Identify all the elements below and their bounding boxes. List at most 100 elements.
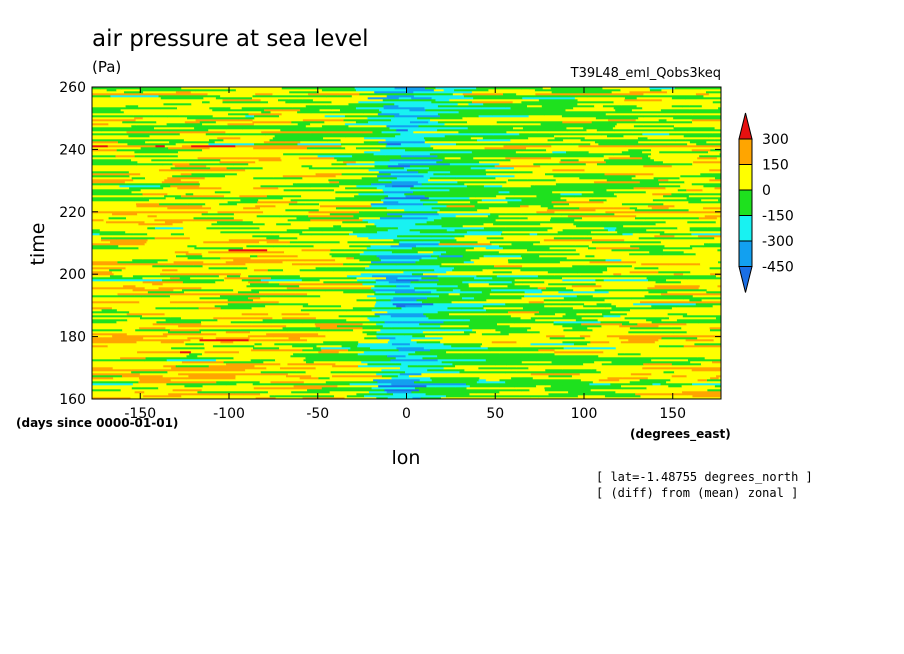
heatmap-cell xyxy=(599,337,620,340)
heatmap-cell xyxy=(250,171,290,174)
heatmap-cell xyxy=(580,273,614,276)
heatmap-cell xyxy=(461,307,484,310)
heatmap-cell xyxy=(369,319,403,322)
heatmap-cell xyxy=(201,213,235,216)
heatmap-cell xyxy=(606,141,639,144)
heatmap-cell xyxy=(437,211,480,214)
heatmap-cell xyxy=(92,297,139,300)
heatmap-cell xyxy=(391,383,408,386)
y-tick-label: 180 xyxy=(59,330,86,346)
heatmap-cell xyxy=(308,93,327,96)
heatmap-cell xyxy=(181,215,192,218)
heatmap-cell xyxy=(396,347,425,350)
heatmap-cell xyxy=(658,183,693,186)
heatmap-cell xyxy=(603,155,631,158)
heatmap-cell xyxy=(652,193,672,196)
heatmap-cell xyxy=(714,281,722,284)
heatmap-cell xyxy=(618,349,661,352)
heatmap-cell xyxy=(697,381,717,384)
heatmap-cell xyxy=(169,301,211,304)
heatmap-cell xyxy=(183,139,210,142)
heatmap-cell xyxy=(164,381,217,384)
heatmap-cell xyxy=(654,167,683,170)
heatmap-cell xyxy=(92,393,128,396)
heatmap-cell xyxy=(627,281,656,284)
heatmap-cell xyxy=(286,325,317,328)
heatmap-cell xyxy=(629,271,659,274)
heatmap-cell xyxy=(363,351,416,354)
heatmap-cell xyxy=(687,313,722,316)
heatmap-cell xyxy=(522,339,562,342)
heatmap-cell xyxy=(390,359,439,362)
heatmap-cell xyxy=(478,367,512,370)
heatmap-cell xyxy=(655,307,673,310)
heatmap-cell xyxy=(588,151,623,154)
heatmap-cell xyxy=(411,253,442,256)
heatmap-cell xyxy=(554,211,606,214)
heatmap-cell xyxy=(251,323,268,326)
heatmap-cell xyxy=(335,197,385,200)
heatmap-cell xyxy=(427,369,465,372)
heatmap-cell xyxy=(654,341,695,344)
heatmap-cell xyxy=(424,141,477,144)
heatmap-cell xyxy=(160,107,178,110)
heatmap-cell xyxy=(423,347,435,350)
heatmap-cell xyxy=(103,265,153,268)
heatmap-cell xyxy=(599,205,614,208)
heatmap-cell xyxy=(596,129,615,132)
heatmap-cell xyxy=(543,239,577,242)
heatmap-cell xyxy=(105,139,126,142)
heatmap-cell xyxy=(566,127,584,130)
heatmap-cell xyxy=(428,179,450,182)
heatmap-cell xyxy=(520,155,552,158)
heatmap-cell xyxy=(448,259,472,262)
heatmap-cell xyxy=(614,213,653,216)
heatmap-cell xyxy=(683,135,709,138)
heatmap-cell xyxy=(261,131,311,134)
heatmap-cell xyxy=(168,231,221,234)
heatmap-cell xyxy=(390,299,417,302)
heatmap-cell xyxy=(362,331,377,334)
heatmap-cell xyxy=(665,187,715,190)
heatmap-cell xyxy=(264,385,295,388)
heatmap-cell xyxy=(578,145,633,148)
heatmap-cell xyxy=(581,193,615,196)
heatmap-cell xyxy=(684,255,702,258)
heatmap-cell xyxy=(608,203,623,206)
heatmap-cell xyxy=(637,277,648,280)
heatmap-cell xyxy=(409,165,424,168)
heatmap-cell xyxy=(478,397,500,400)
heatmap-cell xyxy=(571,285,602,288)
heatmap-cell xyxy=(651,321,699,324)
heatmap-cell xyxy=(683,297,695,300)
heatmap-cell xyxy=(548,393,590,396)
heatmap-cell xyxy=(616,221,648,224)
heatmap-cell xyxy=(718,377,722,380)
heatmap-cell xyxy=(609,371,630,374)
heatmap-cell xyxy=(654,235,675,238)
heatmap-cell xyxy=(583,305,606,308)
heatmap-cell xyxy=(621,357,640,360)
heatmap-cell xyxy=(519,203,550,206)
heatmap-cell xyxy=(582,385,622,388)
heatmap-cell xyxy=(420,199,450,202)
heatmap-cell xyxy=(273,151,320,154)
heatmap-cell xyxy=(635,175,681,178)
heatmap-cell xyxy=(190,195,225,198)
heatmap-cell xyxy=(173,289,183,292)
heatmap-cell xyxy=(688,209,722,212)
heatmap-cell xyxy=(705,349,722,352)
heatmap-cell xyxy=(530,327,573,330)
heatmap-cell xyxy=(631,177,654,180)
heatmap-cell xyxy=(204,347,254,350)
heatmap-cell xyxy=(607,269,618,272)
heatmap-cell xyxy=(437,275,477,278)
heatmap-cell xyxy=(584,359,636,362)
heatmap-cell xyxy=(638,141,691,144)
heatmap-cell xyxy=(658,345,668,348)
heatmap-cell xyxy=(622,233,634,236)
heatmap-cell xyxy=(562,315,604,318)
heatmap-cell xyxy=(355,127,390,130)
heatmap-cell xyxy=(628,331,674,334)
heatmap-cell xyxy=(144,93,164,96)
